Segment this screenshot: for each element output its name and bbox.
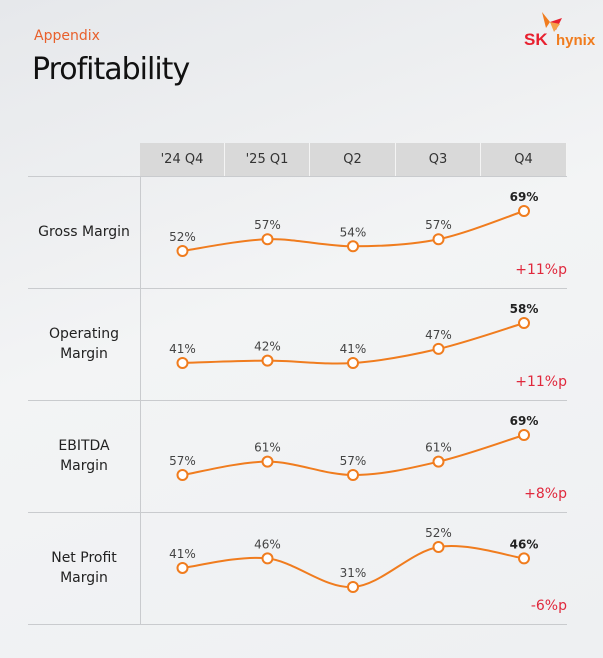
data-point xyxy=(261,552,274,565)
data-point xyxy=(261,455,274,468)
data-label: 41% xyxy=(169,547,196,561)
data-label: 41% xyxy=(340,342,367,356)
data-label: 69% xyxy=(510,190,539,204)
column-header: Q2 xyxy=(310,143,396,176)
data-point xyxy=(432,455,445,468)
change-label: +8%p xyxy=(524,486,567,502)
data-point xyxy=(432,541,445,553)
data-point xyxy=(347,240,359,253)
data-point xyxy=(261,233,274,246)
data-point xyxy=(347,581,359,593)
data-point xyxy=(518,429,530,441)
data-label: 61% xyxy=(425,441,452,455)
data-point xyxy=(261,354,274,367)
change-label: -6%p xyxy=(530,598,567,614)
data-label: 46% xyxy=(254,537,281,551)
data-point xyxy=(518,552,530,565)
data-label: 57% xyxy=(340,454,367,468)
data-label: 57% xyxy=(169,454,196,468)
data-point xyxy=(518,205,530,217)
data-point xyxy=(176,245,189,257)
column-header: Q3 xyxy=(396,143,481,176)
data-point xyxy=(432,342,445,355)
data-point xyxy=(432,233,445,246)
data-label: 57% xyxy=(254,218,281,232)
divider xyxy=(28,624,567,625)
data-point xyxy=(176,357,189,369)
section-label: Appendix xyxy=(34,28,100,44)
change-label: +11%p xyxy=(515,262,567,278)
row-label: Operating Margin xyxy=(49,326,119,362)
sk-hynix-logo: SK hynix xyxy=(522,10,598,50)
data-label: 52% xyxy=(425,526,452,540)
data-point xyxy=(176,561,189,574)
row-label: Gross Margin xyxy=(38,224,130,240)
data-label: 52% xyxy=(169,230,196,244)
column-header: '25 Q1 xyxy=(225,143,310,176)
divider xyxy=(28,400,567,401)
change-label: +11%p xyxy=(515,374,567,390)
row-label: EBITDA Margin xyxy=(58,438,110,474)
data-label: 61% xyxy=(254,441,281,455)
data-label: 57% xyxy=(425,218,452,232)
butterfly-icon xyxy=(542,12,562,32)
data-label: 69% xyxy=(510,414,539,428)
page-title: Profitability xyxy=(32,52,190,87)
column-header: Q4 xyxy=(481,143,567,176)
divider xyxy=(28,176,567,177)
data-label: 47% xyxy=(425,328,452,342)
divider xyxy=(28,512,567,513)
data-label: 54% xyxy=(340,225,367,239)
data-label: 42% xyxy=(254,340,281,354)
data-point xyxy=(518,317,530,329)
divider xyxy=(28,288,567,289)
data-label: 31% xyxy=(340,566,367,580)
column-header: '24 Q4 xyxy=(140,143,225,176)
data-label: 41% xyxy=(169,342,196,356)
data-label: 46% xyxy=(510,537,539,551)
data-point xyxy=(347,469,359,481)
data-point xyxy=(176,469,189,481)
data-point xyxy=(347,357,359,369)
data-label: 58% xyxy=(510,302,539,316)
row-label: Net Profit Margin xyxy=(51,550,117,586)
